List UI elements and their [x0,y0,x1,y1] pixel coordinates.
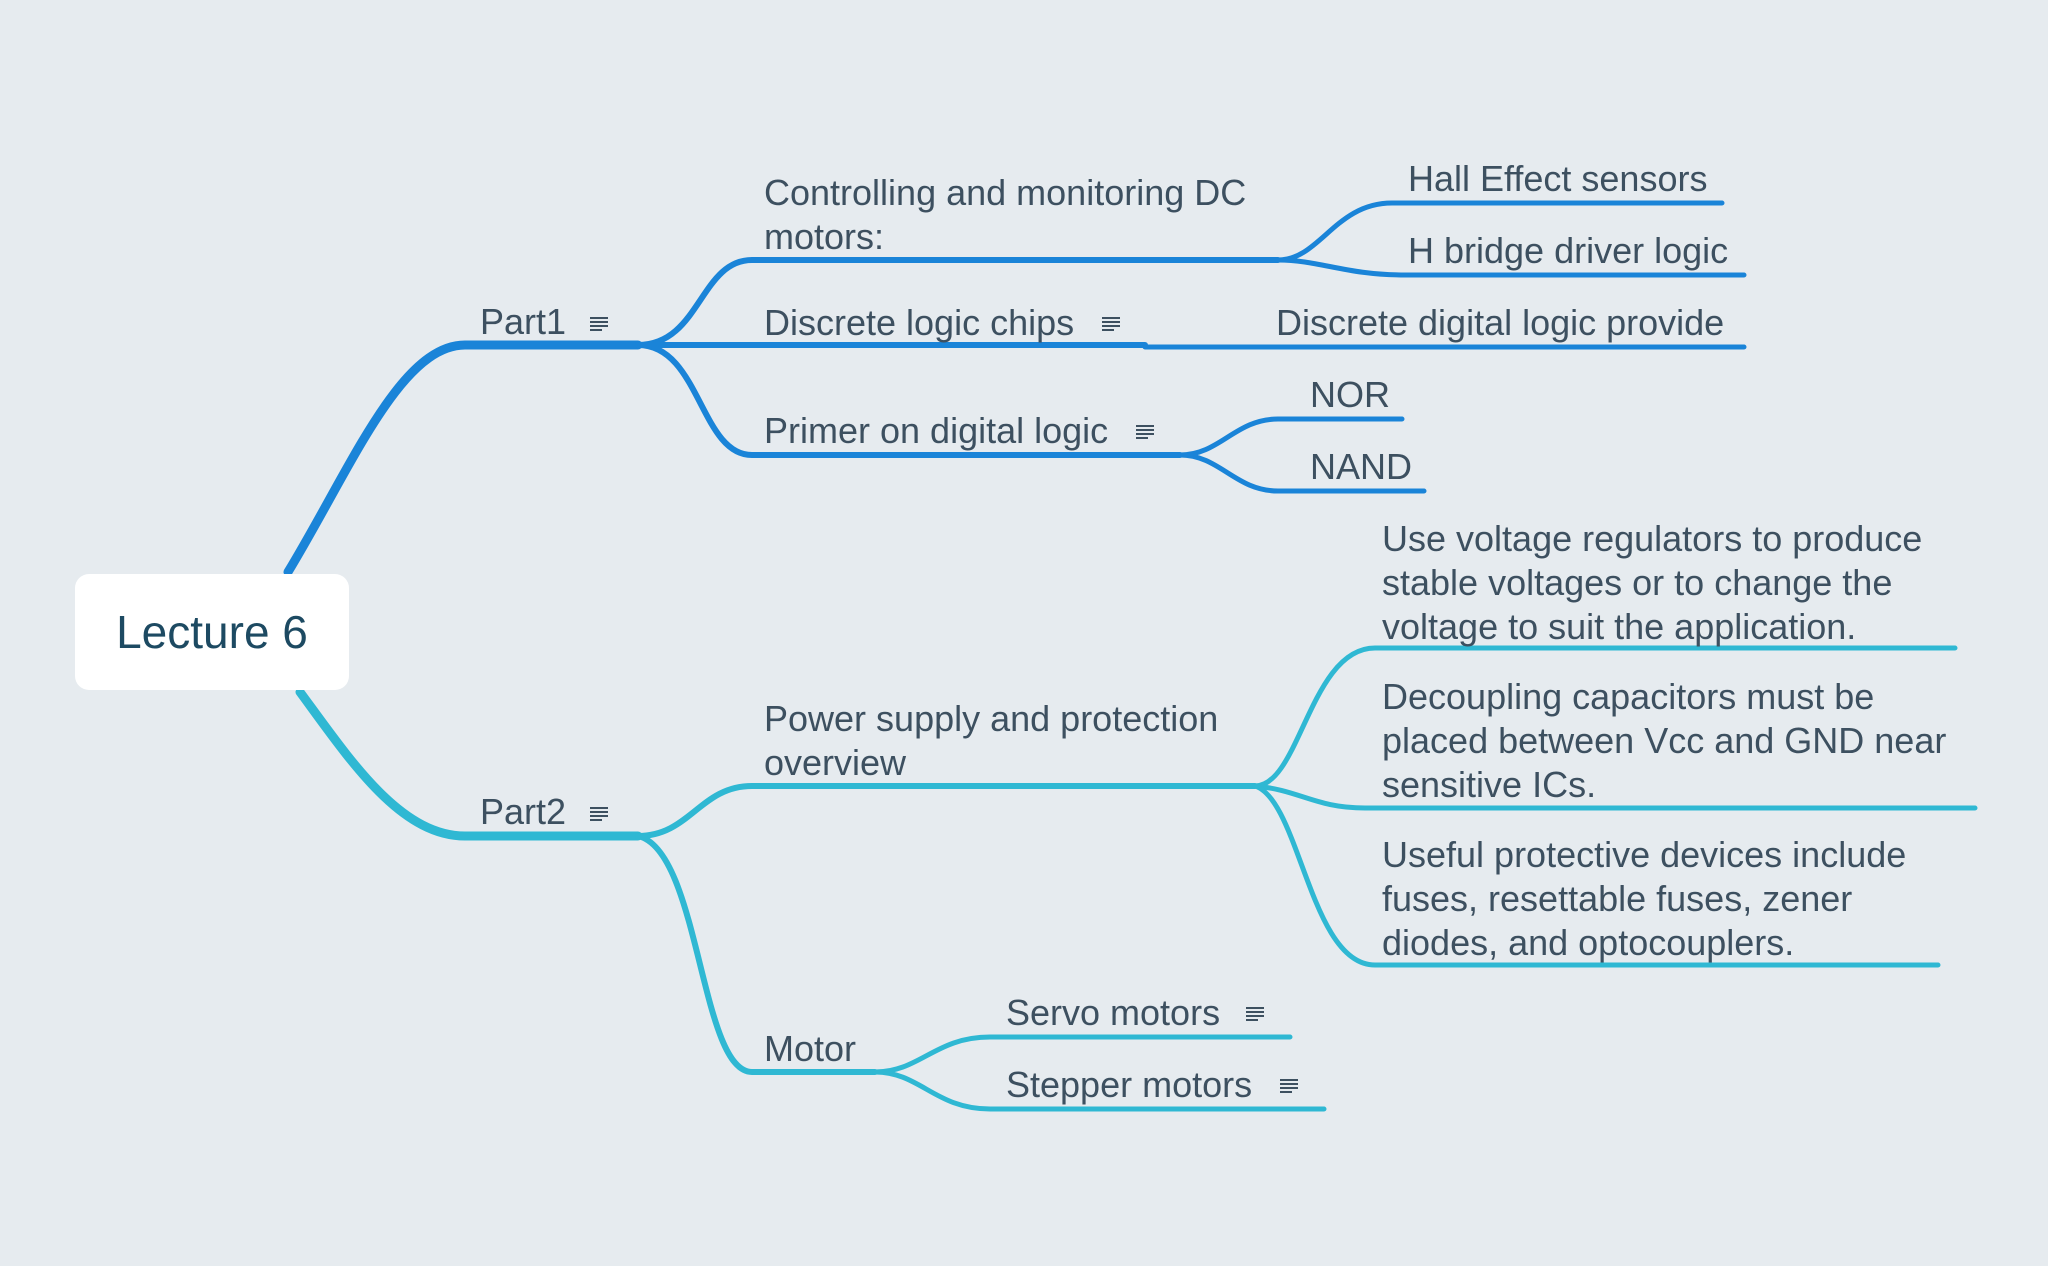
topic-h-bridge-driver-logic-label: H bridge driver logic [1408,230,1729,271]
notes-icon[interactable] [1102,316,1120,332]
connector-primer-nand [1177,452,1427,494]
notes-icon[interactable] [1136,424,1154,440]
topic-voltage-regulators-line-1: Use voltage regulators to produce [1382,518,1923,559]
topic-motor-label: Motor [764,1028,857,1069]
topic-part1-label: Part1 [480,301,567,342]
notes-icon[interactable] [1280,1078,1298,1094]
topic-nor-label: NOR [1310,374,1390,415]
topic-part2[interactable]: Part2 [480,790,566,834]
connector-motor-stepper [872,1069,1327,1112]
topic-protective-devices-line-3: diodes, and optocouplers. [1382,922,1795,963]
connector-primer-nor [1177,416,1405,458]
topic-discrete-logic-chips[interactable]: Discrete logic chips [764,301,1074,345]
connector-power-protective [1252,783,1941,968]
topic-protective-devices[interactable]: Useful protective devices include fuses,… [1382,833,1906,965]
topic-discrete-digital-logic-provide[interactable]: Discrete digital logic provide [1276,301,1724,345]
topic-protective-devices-line-2: fuses, resettable fuses, zener [1382,878,1853,919]
topic-dc-motors[interactable]: Controlling and monitoring DC motors: [764,171,1246,259]
topic-nand[interactable]: NAND [1310,445,1412,489]
notes-icon[interactable] [1246,1006,1264,1022]
topic-decoupling-capacitors-line-1: Decoupling capacitors must be [1382,676,1875,717]
topic-primer-digital-logic[interactable]: Primer on digital logic [764,409,1108,453]
topic-servo-motors-label: Servo motors [1006,992,1221,1033]
topic-protective-devices-line-1: Useful protective devices include [1382,834,1907,875]
connector-motor-servo [872,1034,1293,1075]
topic-power-supply-protection[interactable]: Power supply and protection overview [764,697,1218,785]
root-topic[interactable]: Lecture 6 [75,574,349,690]
connector-root-part2 [295,687,643,841]
topic-motor[interactable]: Motor [764,1027,856,1071]
connector-dc-hall [1275,200,1725,263]
topic-part1[interactable]: Part1 [480,300,566,344]
notes-icon[interactable] [590,316,608,332]
topic-voltage-regulators[interactable]: Use voltage regulators to produce stable… [1382,517,1922,649]
topic-decoupling-capacitors[interactable]: Decoupling capacitors must be placed bet… [1382,675,1946,807]
connector-power-regulators [1252,645,1958,789]
topic-servo-motors[interactable]: Servo motors [1006,991,1220,1035]
connector-part2-power [635,783,1258,839]
topic-discrete-digital-logic-provide-label: Discrete digital logic provide [1276,302,1725,343]
root-topic-label: Lecture 6 [116,606,308,658]
topic-dc-motors-line-2: motors: [764,216,885,257]
part2-connectors [295,645,1978,1112]
topic-power-supply-line-1: Power supply and protection [764,698,1219,739]
topic-hall-effect-sensors-label: Hall Effect sensors [1408,158,1708,199]
topic-nand-label: NAND [1310,446,1413,487]
connector-part2-motor [635,833,878,1075]
topic-part2-label: Part2 [480,791,567,832]
topic-voltage-regulators-line-2: stable voltages or to change the [1382,562,1893,603]
part1-connectors [283,200,1747,577]
topic-stepper-motors-label: Stepper motors [1006,1064,1253,1105]
topic-voltage-regulators-line-3: voltage to suit the application. [1382,606,1857,647]
connector-part1-dc-motors [635,257,1281,348]
topic-power-supply-line-2: overview [764,742,907,783]
connector-dc-hbridge [1275,257,1747,278]
connector-part1-primer [635,342,1183,458]
connector-power-decoupling [1252,783,1978,811]
topic-decoupling-capacitors-line-2: placed between Vcc and GND near [1382,720,1947,761]
topic-decoupling-capacitors-line-3: sensitive ICs. [1382,764,1597,805]
topic-discrete-logic-chips-label: Discrete logic chips [764,302,1075,343]
topic-primer-digital-logic-label: Primer on digital logic [764,410,1109,451]
topic-hall-effect-sensors[interactable]: Hall Effect sensors [1408,157,1707,201]
topic-dc-motors-line-1: Controlling and monitoring DC [764,172,1247,213]
connector-root-part1 [283,340,643,577]
topic-stepper-motors[interactable]: Stepper motors [1006,1063,1252,1107]
notes-icon[interactable] [590,806,608,822]
topic-h-bridge-driver-logic[interactable]: H bridge driver logic [1408,229,1728,273]
topic-nor[interactable]: NOR [1310,373,1390,417]
